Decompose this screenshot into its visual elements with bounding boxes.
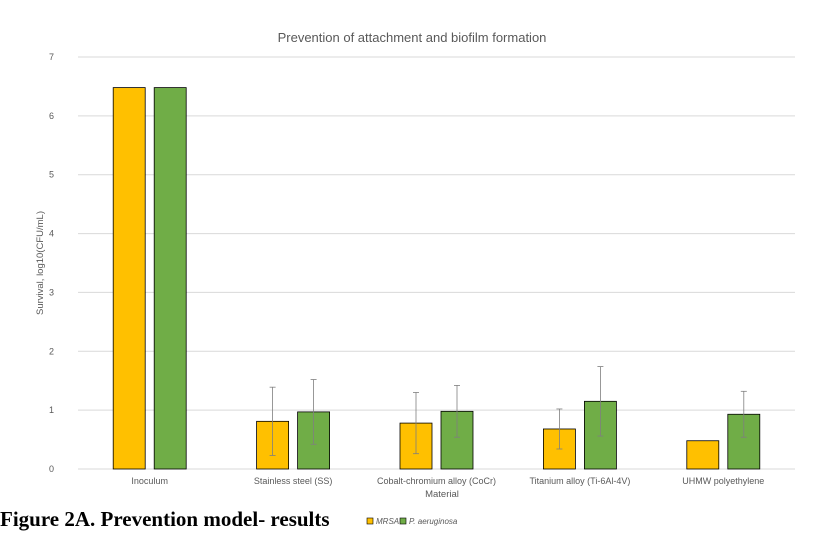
y-tick-label: 1 — [49, 405, 54, 415]
bar — [112, 87, 146, 470]
x-category-label: Inoculum — [131, 476, 168, 486]
chart-title: Prevention of attachment and biofilm for… — [278, 30, 547, 45]
y-tick-label: 4 — [49, 229, 54, 239]
y-axis-title: Survival, log10(CFU/mL) — [35, 211, 46, 315]
y-tick-label: 0 — [49, 464, 54, 474]
bar — [153, 87, 187, 470]
bars — [112, 87, 761, 470]
gridlines — [78, 56, 795, 411]
y-tick-label: 3 — [49, 287, 54, 297]
legend-label: MRSA — [376, 517, 399, 526]
legend-swatch — [366, 517, 374, 525]
x-category-label: Cobalt-chromium alloy (CoCr) — [377, 476, 496, 486]
x-category-label: Stainless steel (SS) — [254, 476, 333, 486]
bar — [686, 440, 720, 470]
y-axis-ticks: 0 1 2 3 4 5 6 7 — [49, 52, 54, 474]
legend-label: P. aeruginosa — [409, 517, 458, 526]
x-category-label: UHMW polyethylene — [682, 476, 764, 486]
legend-swatch — [399, 517, 407, 525]
x-category-label: Titanium alloy (Ti-6Al-4V) — [529, 476, 630, 486]
legend: MRSA P. aeruginosa — [366, 517, 458, 526]
x-axis-categories: Inoculum Stainless steel (SS) Cobalt-chrom… — [131, 476, 764, 486]
error-bars — [269, 366, 747, 456]
y-tick-label: 7 — [49, 52, 54, 62]
figure-caption: Figure 2A. Prevention model- results — [0, 507, 330, 531]
y-tick-label: 6 — [49, 111, 54, 121]
x-axis-title: Material — [425, 489, 459, 500]
y-tick-label: 2 — [49, 346, 54, 356]
y-tick-label: 5 — [49, 170, 54, 180]
